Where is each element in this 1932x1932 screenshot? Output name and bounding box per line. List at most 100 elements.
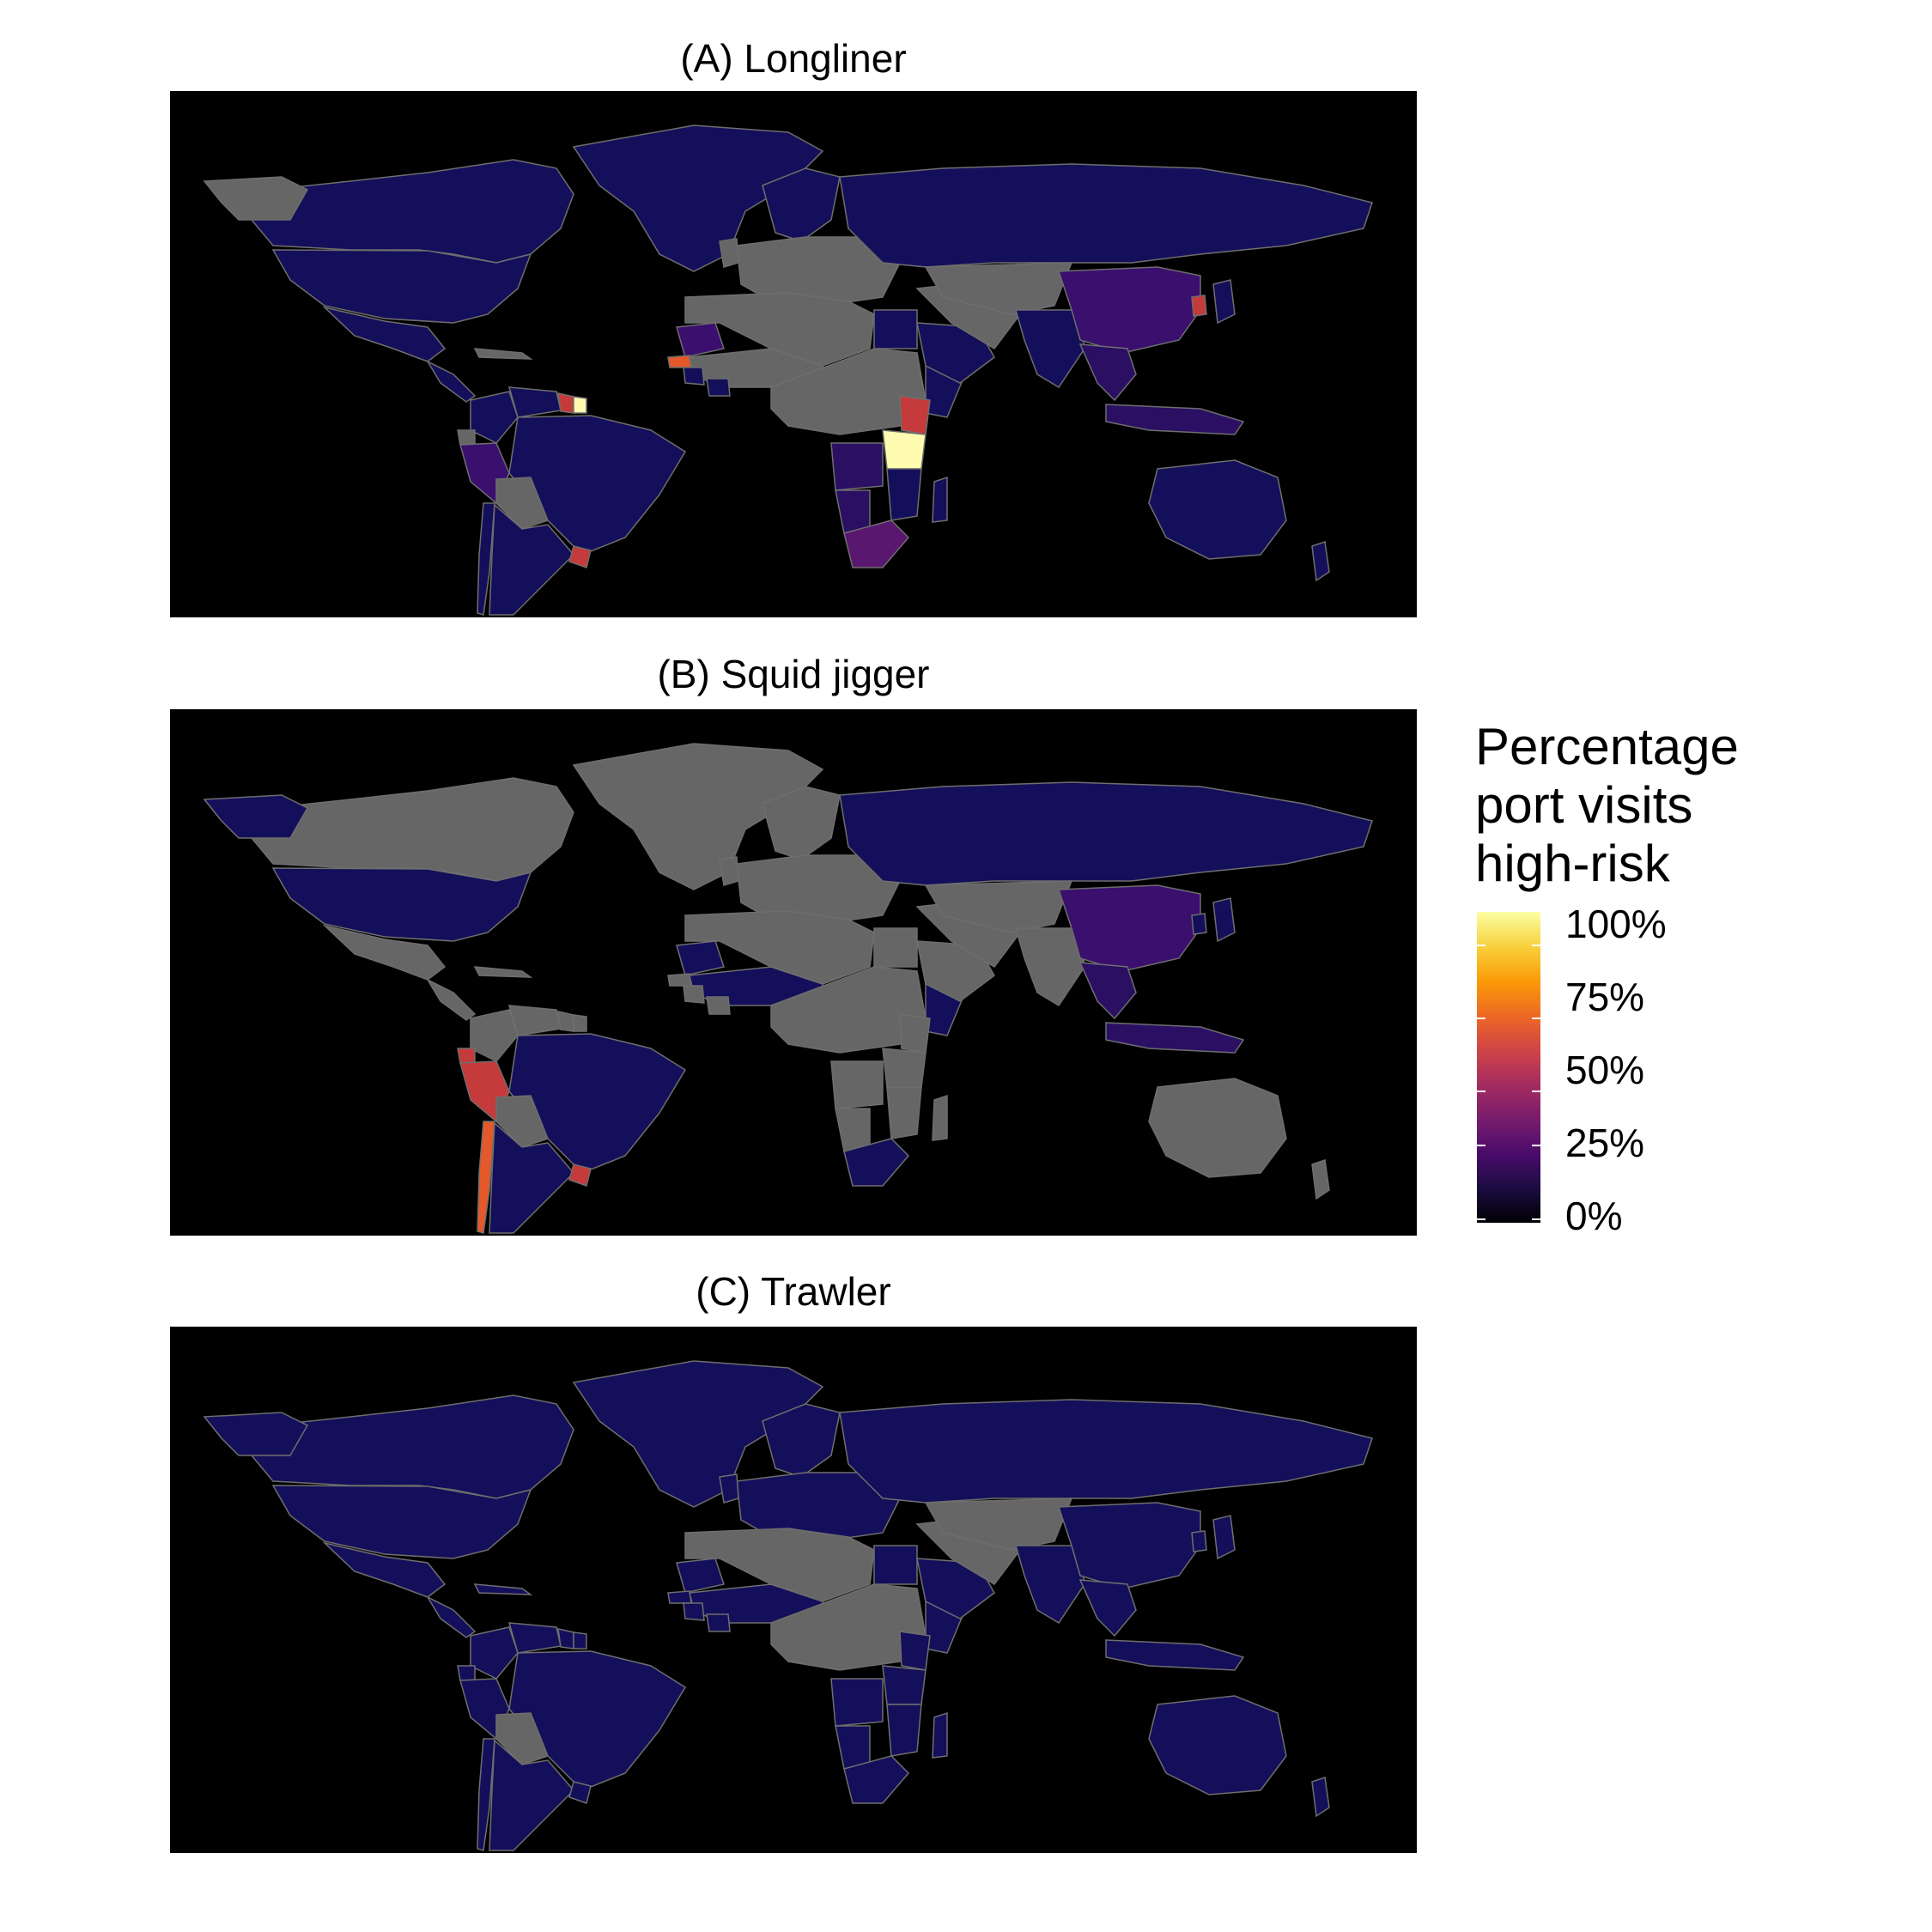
country-korea (1191, 1530, 1207, 1552)
legend-label-100: 100% (1565, 902, 1667, 946)
country-central-africa (770, 348, 927, 435)
country-uk (719, 238, 739, 268)
country-argentina (489, 1739, 575, 1851)
country-mexico (322, 924, 447, 981)
country-alaska (203, 176, 309, 221)
country-angola (830, 442, 884, 491)
country-guinea (683, 985, 705, 1004)
country-angola (830, 1060, 884, 1109)
country-bolivia (495, 1712, 549, 1765)
legend-tick-right (1532, 1218, 1540, 1220)
panel-c-title: (C) Trawler (696, 1269, 891, 1314)
country-north-africa (684, 910, 875, 985)
panel-a-title: (A) Longliner (680, 36, 907, 81)
country-europe (736, 236, 901, 307)
panel-b-title: (B) Squid jigger (657, 652, 930, 696)
country-kenya (899, 1013, 931, 1054)
country-caribbean (473, 1583, 533, 1595)
country-australia (1148, 1695, 1287, 1795)
panel-a-map (170, 91, 1417, 617)
country-egypt (873, 927, 918, 968)
country-caribbean (473, 348, 533, 360)
country-colombia (470, 1626, 519, 1680)
country-central-america (426, 978, 477, 1021)
legend-title: Percentage port visits high-risk (1475, 718, 1739, 893)
legend-tick-left (1477, 945, 1485, 946)
country-new-zealand (1311, 541, 1330, 582)
world-map-longliner (170, 91, 1417, 617)
country-bolivia (495, 1095, 549, 1148)
country-japan (1212, 1515, 1236, 1560)
country-japan (1212, 897, 1236, 943)
country-uk (719, 1473, 739, 1504)
country-usa (271, 249, 532, 324)
country-ivory-coast (706, 996, 731, 1015)
country-tanzania (882, 429, 927, 470)
country-guinea (683, 367, 705, 386)
legend-label-50: 50% (1565, 1048, 1645, 1092)
country-caribbean (473, 966, 533, 978)
country-senegal (667, 355, 692, 368)
country-indonesia (1105, 404, 1245, 435)
country-scandinavia (762, 1403, 841, 1478)
country-usa (271, 1485, 532, 1559)
country-southeast-asia (1078, 343, 1137, 402)
country-egypt (873, 1545, 918, 1585)
country-new-zealand (1311, 1159, 1330, 1200)
country-suriname (573, 396, 587, 414)
legend-tick-right (1532, 1091, 1540, 1092)
country-mexico (322, 306, 447, 362)
country-kenya (899, 395, 931, 435)
country-southeast-asia (1078, 962, 1137, 1020)
legend-label-0: 0% (1565, 1194, 1623, 1238)
country-colombia (470, 391, 519, 444)
country-southeast-asia (1078, 1579, 1137, 1637)
country-suriname (573, 1631, 587, 1649)
country-chile (477, 502, 495, 616)
country-suriname (573, 1014, 587, 1032)
country-alaska (203, 794, 309, 839)
country-mauritania (676, 1558, 725, 1594)
country-egypt (873, 309, 918, 349)
country-central-america (426, 360, 477, 403)
country-south-africa (843, 519, 910, 568)
country-korea (1191, 913, 1207, 935)
country-senegal (667, 973, 692, 987)
country-north-africa (684, 1528, 875, 1602)
legend-label-75: 75% (1565, 975, 1645, 1019)
country-indonesia (1105, 1022, 1245, 1054)
country-tanzania (882, 1048, 927, 1088)
country-europe (736, 1472, 901, 1542)
country-north-africa (684, 292, 875, 367)
country-chile (477, 1738, 495, 1851)
country-australia (1148, 459, 1287, 560)
country-greenland (572, 1360, 824, 1508)
country-korea (1191, 295, 1207, 317)
legend-tick-right (1532, 1145, 1540, 1146)
country-uruguay (568, 545, 592, 568)
country-south-africa (843, 1755, 910, 1804)
country-senegal (667, 1590, 692, 1604)
country-mozambique (886, 1704, 922, 1757)
country-greenland (572, 743, 824, 890)
country-guyana (557, 392, 574, 414)
country-bolivia (495, 477, 549, 530)
country-new-zealand (1311, 1777, 1330, 1818)
country-china (1057, 266, 1201, 354)
legend-title-line-1: Percentage (1475, 718, 1739, 775)
country-russia (839, 1399, 1373, 1504)
country-usa (271, 867, 532, 942)
country-uruguay (568, 1781, 592, 1804)
country-kenya (899, 1631, 931, 1671)
country-uruguay (568, 1163, 592, 1187)
legend-tick-left (1477, 1018, 1485, 1019)
country-indonesia (1105, 1639, 1245, 1671)
world-map-trawler (170, 1327, 1417, 1853)
country-greenland (572, 125, 824, 272)
country-australia (1148, 1078, 1287, 1178)
country-europe (736, 854, 901, 925)
country-guyana (557, 1628, 574, 1649)
country-uk (719, 856, 739, 886)
country-japan (1212, 279, 1236, 325)
country-russia (839, 781, 1373, 886)
